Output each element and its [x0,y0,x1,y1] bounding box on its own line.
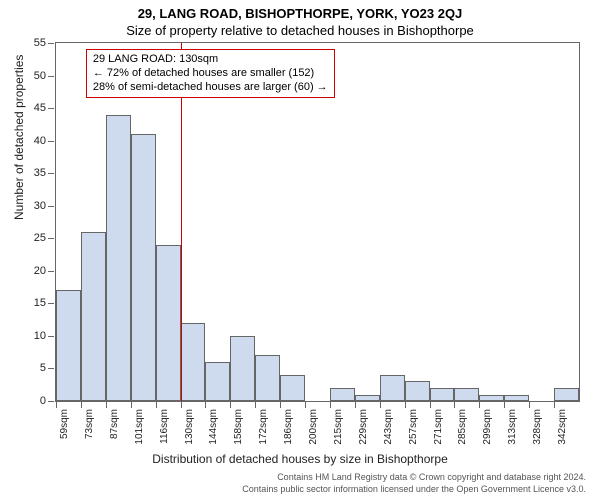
y-tick-label: 50 [34,70,46,82]
x-tick [529,402,530,408]
y-tick [48,401,54,402]
x-tick-label: 299sqm [482,409,493,445]
annotation-box: 29 LANG ROAD: 130sqm← 72% of detached ho… [86,49,335,98]
y-tick-label: 55 [34,37,46,49]
x-tick [479,402,480,408]
x-tick [156,402,157,408]
x-tick [504,402,505,408]
x-axis-label: Distribution of detached houses by size … [0,452,600,466]
x-tick-label: 158sqm [233,409,244,445]
x-tick [280,402,281,408]
annotation-line: ← 72% of detached houses are smaller (15… [93,67,328,81]
histogram-bar [106,115,131,401]
address-title: 29, LANG ROAD, BISHOPTHORPE, YORK, YO23 … [0,0,600,21]
histogram-bar [181,323,206,401]
x-tick [230,402,231,408]
x-tick [181,402,182,408]
x-tick-label: 257sqm [408,409,419,445]
chart-plot-area: 051015202530354045505559sqm73sqm87sqm101… [55,42,580,402]
histogram-bar [454,388,479,401]
histogram-bar [255,355,280,401]
x-tick-label: 342sqm [557,409,568,445]
x-tick-label: 313sqm [507,409,518,445]
x-tick-label: 172sqm [258,409,269,445]
y-tick [48,206,54,207]
x-tick-label: 200sqm [308,409,319,445]
footer-line-2: Contains public sector information licen… [0,484,586,496]
x-tick-label: 144sqm [208,409,219,445]
histogram-bar [56,290,81,401]
footer-line-1: Contains HM Land Registry data © Crown c… [0,472,586,484]
y-tick [48,76,54,77]
histogram-bar [554,388,579,401]
x-tick [554,402,555,408]
x-tick [131,402,132,408]
attribution-footer: Contains HM Land Registry data © Crown c… [0,466,600,495]
y-tick [48,368,54,369]
histogram-bar [330,388,355,401]
histogram-bar [479,395,504,402]
y-tick-label: 20 [34,265,46,277]
x-tick [355,402,356,408]
x-tick [81,402,82,408]
x-tick-label: 116sqm [159,409,170,444]
x-tick [255,402,256,408]
y-tick [48,336,54,337]
histogram-bar [230,336,255,401]
x-tick-label: 285sqm [457,409,468,445]
x-tick-label: 101sqm [134,409,145,445]
histogram-bar [380,375,405,401]
x-tick [106,402,107,408]
histogram-bar [405,381,430,401]
x-tick [430,402,431,408]
y-tick [48,271,54,272]
x-tick-label: 130sqm [184,409,195,445]
y-tick-label: 25 [34,232,46,244]
x-tick-label: 328sqm [532,409,543,445]
histogram-bar [504,395,529,402]
x-tick [305,402,306,408]
y-axis-label: Number of detached properties [12,55,26,220]
x-tick-label: 271sqm [433,409,444,445]
annotation-line: 29 LANG ROAD: 130sqm [93,53,328,67]
y-tick-label: 0 [40,395,46,407]
histogram-bar [205,362,230,401]
histogram-bar [355,395,380,402]
histogram-bar [131,134,156,401]
y-tick-label: 35 [34,167,46,179]
x-tick [380,402,381,408]
histogram-bar [430,388,455,401]
y-tick-label: 10 [34,330,46,342]
y-tick [48,43,54,44]
x-tick [405,402,406,408]
y-tick-label: 30 [34,200,46,212]
x-tick [56,402,57,408]
x-tick [205,402,206,408]
x-tick [330,402,331,408]
x-tick-label: 243sqm [383,409,394,445]
x-tick-label: 215sqm [333,409,344,445]
y-tick [48,303,54,304]
annotation-line: 28% of semi-detached houses are larger (… [93,81,328,95]
histogram-bar [156,245,181,401]
x-tick-label: 87sqm [109,409,120,439]
y-tick-label: 45 [34,102,46,114]
x-tick-label: 186sqm [283,409,294,445]
y-tick [48,141,54,142]
y-tick [48,108,54,109]
x-tick-label: 59sqm [59,409,70,439]
y-tick [48,173,54,174]
x-tick-label: 229sqm [358,409,369,445]
x-tick [454,402,455,408]
x-tick-label: 73sqm [84,409,95,439]
y-tick-label: 15 [34,297,46,309]
histogram-bar [280,375,305,401]
histogram-bar [81,232,106,401]
y-tick [48,238,54,239]
y-tick-label: 5 [40,362,46,374]
y-tick-label: 40 [34,135,46,147]
chart-subtitle: Size of property relative to detached ho… [0,21,600,42]
